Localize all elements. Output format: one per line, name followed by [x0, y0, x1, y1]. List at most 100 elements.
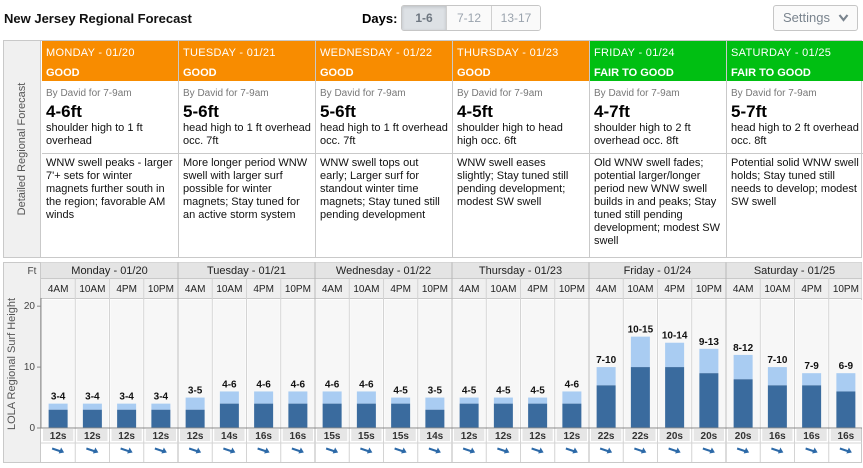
chart-period-cell — [488, 429, 519, 441]
swell-direction-arrow-icon — [634, 447, 644, 453]
chart-time-label: 4PM — [527, 284, 548, 295]
forecast-day-header: TUESDAY - 01/21 GOOD — [179, 41, 315, 81]
chart-bar-value-label: 4-5 — [530, 386, 545, 397]
chart-period-label: 12s — [564, 431, 581, 442]
swell-direction-arrow-icon — [188, 447, 199, 453]
settings-button[interactable]: Settings — [773, 5, 858, 31]
forecast-day-rating: GOOD — [320, 67, 354, 79]
days-range-selector: 1-6 7-12 13-17 — [401, 5, 541, 31]
swell-direction-arrowhead-icon — [538, 447, 544, 454]
chart-time-label: 4AM — [733, 284, 754, 295]
chart-period-label: 20s — [666, 431, 683, 442]
chart-bar-high — [391, 397, 411, 404]
days-range-13-17-button[interactable]: 13-17 — [492, 6, 540, 30]
swell-direction-arrow-icon — [394, 447, 404, 453]
chart-time-label: 10PM — [148, 284, 174, 295]
chart-bar-high — [493, 397, 513, 404]
swell-direction-arrowhead-icon — [127, 447, 133, 454]
forecast-height-description: shoulder high to 2 ft overhead occ. 8ft — [594, 122, 691, 147]
chart-bar-low — [459, 403, 479, 428]
forecast-divider — [42, 153, 178, 154]
chart-bar-low — [391, 403, 411, 428]
chart-period-cell — [830, 429, 861, 441]
forecast-day-header: MONDAY - 01/20 GOOD — [42, 41, 178, 81]
chart-period-cell — [214, 429, 245, 441]
chart-y-tick-label: 0 — [29, 423, 35, 434]
forecast-divider — [316, 153, 452, 154]
chart-time-label: 10AM — [627, 284, 653, 295]
forecast-side-label-column: Detailed Regional Forecast — [4, 41, 41, 257]
chart-bar-low — [185, 409, 205, 428]
forecast-day-rating: GOOD — [457, 67, 491, 79]
chart-bar-high — [48, 403, 68, 410]
forecast-author: By David for 7-9am — [594, 88, 680, 99]
swell-direction-arrow-icon — [668, 447, 678, 453]
chart-bar-low — [528, 403, 548, 428]
chart-time-label: 4AM — [185, 284, 206, 295]
chart-period-cell — [419, 429, 450, 441]
swell-direction-arrow-icon — [325, 447, 336, 453]
swell-direction-arrowhead-icon — [675, 447, 681, 454]
forecast-author: By David for 7-9am — [183, 88, 269, 99]
forecast-day-column: FRIDAY - 01/24 FAIR TO GOOD By David for 7… — [590, 41, 727, 257]
swell-direction-arrow-icon — [702, 447, 713, 453]
forecast-day-name: WEDNESDAY - 01/22 — [320, 47, 433, 59]
chart-bar-high — [117, 403, 137, 410]
chart-period-cell — [659, 429, 690, 441]
chart-period-cell — [282, 429, 313, 441]
chart-time-label: 10PM — [559, 284, 585, 295]
swell-direction-arrow-icon — [565, 447, 576, 453]
forecast-wave-height: 5-6ft — [320, 102, 356, 121]
days-range-1-6-button[interactable]: 1-6 — [402, 6, 447, 30]
swell-direction-arrow-icon — [839, 447, 850, 453]
chart-bar-value-label: 7-9 — [804, 361, 819, 372]
forecast-notes: Potential solid WNW swell holds; Stay tu… — [731, 157, 859, 208]
swell-direction-arrowhead-icon — [606, 447, 613, 454]
chart-bar-low — [493, 403, 513, 428]
swell-direction-arrowhead-icon — [777, 447, 784, 454]
chart-bar-high — [356, 391, 376, 404]
swell-direction-arrow-icon — [86, 447, 96, 453]
chart-bar-high — [836, 373, 856, 392]
forecast-height-description: shoulder high to head high occ. 6ft — [457, 122, 563, 147]
forecast-day-rating: GOOD — [46, 67, 80, 79]
chart-period-label: 16s — [838, 431, 855, 442]
chart-period-cell — [693, 429, 724, 441]
chart-bar-low — [562, 403, 582, 428]
forecast-wave-height: 5-7ft — [731, 102, 767, 121]
chart-period-label: 16s — [769, 431, 786, 442]
chart-period-cell — [625, 429, 656, 441]
page-title: New Jersey Regional Forecast — [4, 11, 192, 26]
chart-period-label: 12s — [495, 431, 512, 442]
swell-direction-arrowhead-icon — [503, 447, 510, 454]
chart-period-cell — [796, 429, 827, 441]
swell-direction-arrow-icon — [360, 447, 370, 453]
chart-bar-low — [117, 409, 137, 428]
surf-height-chart-svg: LOLA Regional Surf Height Ft 0 10 20 Monday -… — [3, 262, 862, 463]
chart-time-label: 10AM — [216, 284, 242, 295]
chart-period-cell — [556, 429, 587, 441]
forecast-day-header: WEDNESDAY - 01/22 GOOD — [316, 41, 452, 81]
forecast-day-name: SATURDAY - 01/25 — [731, 47, 832, 59]
chart-bar-value-label: 3-4 — [154, 392, 169, 403]
forecast-day-body: By David for 7-9am 4-6ft shoulder high to … — [42, 81, 178, 222]
chart-period-label: 16s — [803, 431, 820, 442]
chart-bar-value-label: 4-6 — [256, 379, 271, 390]
forecast-author: By David for 7-9am — [731, 88, 817, 99]
swell-direction-arrow-icon — [223, 447, 233, 453]
chart-time-label: 4AM — [459, 284, 480, 295]
forecast-divider — [590, 153, 726, 154]
chart-bar-low — [288, 403, 308, 428]
forecast-day-body: By David for 7-9am 4-5ft shoulder high to … — [453, 81, 589, 209]
swell-direction-arrow-icon — [154, 447, 165, 453]
swell-direction-arrow-icon — [805, 447, 815, 453]
chart-period-label: 22s — [632, 431, 649, 442]
chart-bar-value-label: 3-5 — [428, 386, 443, 397]
swell-direction-arrow-icon — [291, 447, 302, 453]
swell-direction-arrow-icon — [771, 447, 781, 453]
chart-ylabel-column — [3, 262, 41, 463]
swell-direction-arrow-icon — [51, 447, 62, 453]
chart-day-label: Wednesday - 01/22 — [336, 265, 431, 277]
days-range-7-12-button[interactable]: 7-12 — [447, 6, 492, 30]
chart-time-label: 4PM — [664, 284, 685, 295]
